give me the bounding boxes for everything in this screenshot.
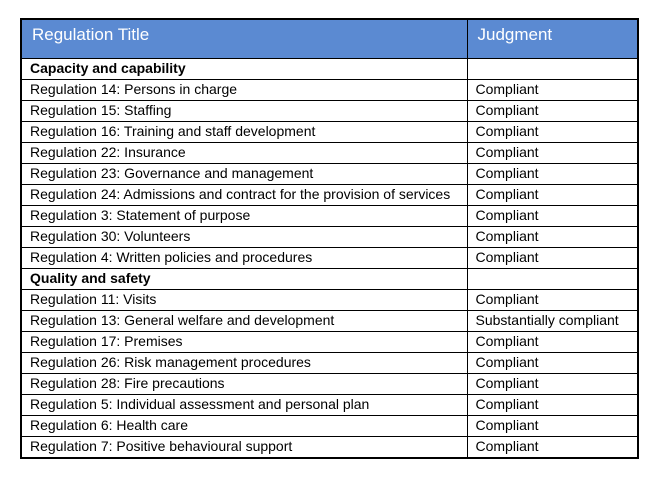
regulation-title-cell: Regulation 3: Statement of purpose — [20, 205, 468, 227]
table-row: Regulation 11: Visits Compliant — [20, 289, 639, 311]
judgment-cell: Compliant — [466, 373, 639, 395]
table-row: Regulation 13: General welfare and devel… — [20, 310, 639, 332]
judgment-cell: Compliant — [466, 205, 639, 227]
table-row: Regulation 7: Positive behavioural suppo… — [20, 436, 639, 459]
judgment-cell: Compliant — [466, 142, 639, 164]
judgment-cell: Compliant — [466, 331, 639, 353]
regulation-title-cell: Regulation 28: Fire precautions — [20, 373, 468, 395]
table-header-row: Regulation Title Judgment — [20, 18, 639, 59]
section-header-row: Capacity and capability — [20, 58, 639, 80]
judgment-cell: Compliant — [466, 247, 639, 269]
regulation-title-cell: Regulation 26: Risk management procedure… — [20, 352, 468, 374]
regulation-title-cell: Capacity and capability — [20, 58, 468, 80]
table-row: Regulation 4: Written policies and proce… — [20, 247, 639, 269]
table-body: Capacity and capability Regulation 14: Pe… — [20, 58, 639, 459]
table-row: Regulation 15: Staffing Compliant — [20, 100, 639, 122]
judgment-cell: Compliant — [466, 163, 639, 185]
regulation-title-cell: Regulation 17: Premises — [20, 331, 468, 353]
regulation-title-cell: Regulation 7: Positive behavioural suppo… — [20, 436, 468, 459]
table-row: Regulation 28: Fire precautions Compliant — [20, 373, 639, 395]
regulation-title-cell: Quality and safety — [20, 268, 468, 290]
regulation-judgment-table: Regulation Title Judgment Capacity and c… — [20, 18, 639, 459]
judgment-cell: Compliant — [466, 121, 639, 143]
table-row: Regulation 6: Health care Compliant — [20, 415, 639, 437]
regulation-title-cell: Regulation 13: General welfare and devel… — [20, 310, 468, 332]
regulation-title-cell: Regulation 15: Staffing — [20, 100, 468, 122]
regulation-title-cell: Regulation 11: Visits — [20, 289, 468, 311]
regulation-title-cell: Regulation 23: Governance and management — [20, 163, 468, 185]
regulation-title-cell: Regulation 24: Admissions and contract f… — [20, 184, 468, 206]
judgment-cell: Compliant — [466, 79, 639, 101]
table-row: Regulation 14: Persons in charge Complian… — [20, 79, 639, 101]
regulation-title-cell: Regulation 6: Health care — [20, 415, 468, 437]
regulation-title-cell: Regulation 14: Persons in charge — [20, 79, 468, 101]
judgment-cell: Compliant — [466, 415, 639, 437]
regulation-title-cell: Regulation 30: Volunteers — [20, 226, 468, 248]
table-row: Regulation 22: Insurance Compliant — [20, 142, 639, 164]
table-row: Regulation 24: Admissions and contract f… — [20, 184, 639, 206]
judgment-cell: Compliant — [466, 100, 639, 122]
table-row: Regulation 17: Premises Compliant — [20, 331, 639, 353]
section-header-row: Quality and safety — [20, 268, 639, 290]
column-header-regulation-title: Regulation Title — [20, 18, 468, 59]
regulation-title-cell: Regulation 22: Insurance — [20, 142, 468, 164]
table-row: Regulation 30: Volunteers Compliant — [20, 226, 639, 248]
table-row: Regulation 5: Individual assessment and … — [20, 394, 639, 416]
judgment-cell: Compliant — [466, 352, 639, 374]
judgment-cell — [466, 268, 639, 290]
judgment-cell: Substantially compliant — [466, 310, 639, 332]
judgment-cell: Compliant — [466, 394, 639, 416]
judgment-cell — [466, 58, 639, 80]
judgment-cell: Compliant — [466, 436, 639, 459]
table-row: Regulation 26: Risk management procedure… — [20, 352, 639, 374]
judgment-cell: Compliant — [466, 226, 639, 248]
column-header-judgment: Judgment — [466, 18, 639, 59]
regulation-title-cell: Regulation 5: Individual assessment and … — [20, 394, 468, 416]
judgment-cell: Compliant — [466, 184, 639, 206]
table-row: Regulation 16: Training and staff develo… — [20, 121, 639, 143]
judgment-cell: Compliant — [466, 289, 639, 311]
table-row: Regulation 3: Statement of purpose Compli… — [20, 205, 639, 227]
table-row: Regulation 23: Governance and management… — [20, 163, 639, 185]
regulation-title-cell: Regulation 4: Written policies and proce… — [20, 247, 468, 269]
regulation-title-cell: Regulation 16: Training and staff develo… — [20, 121, 468, 143]
